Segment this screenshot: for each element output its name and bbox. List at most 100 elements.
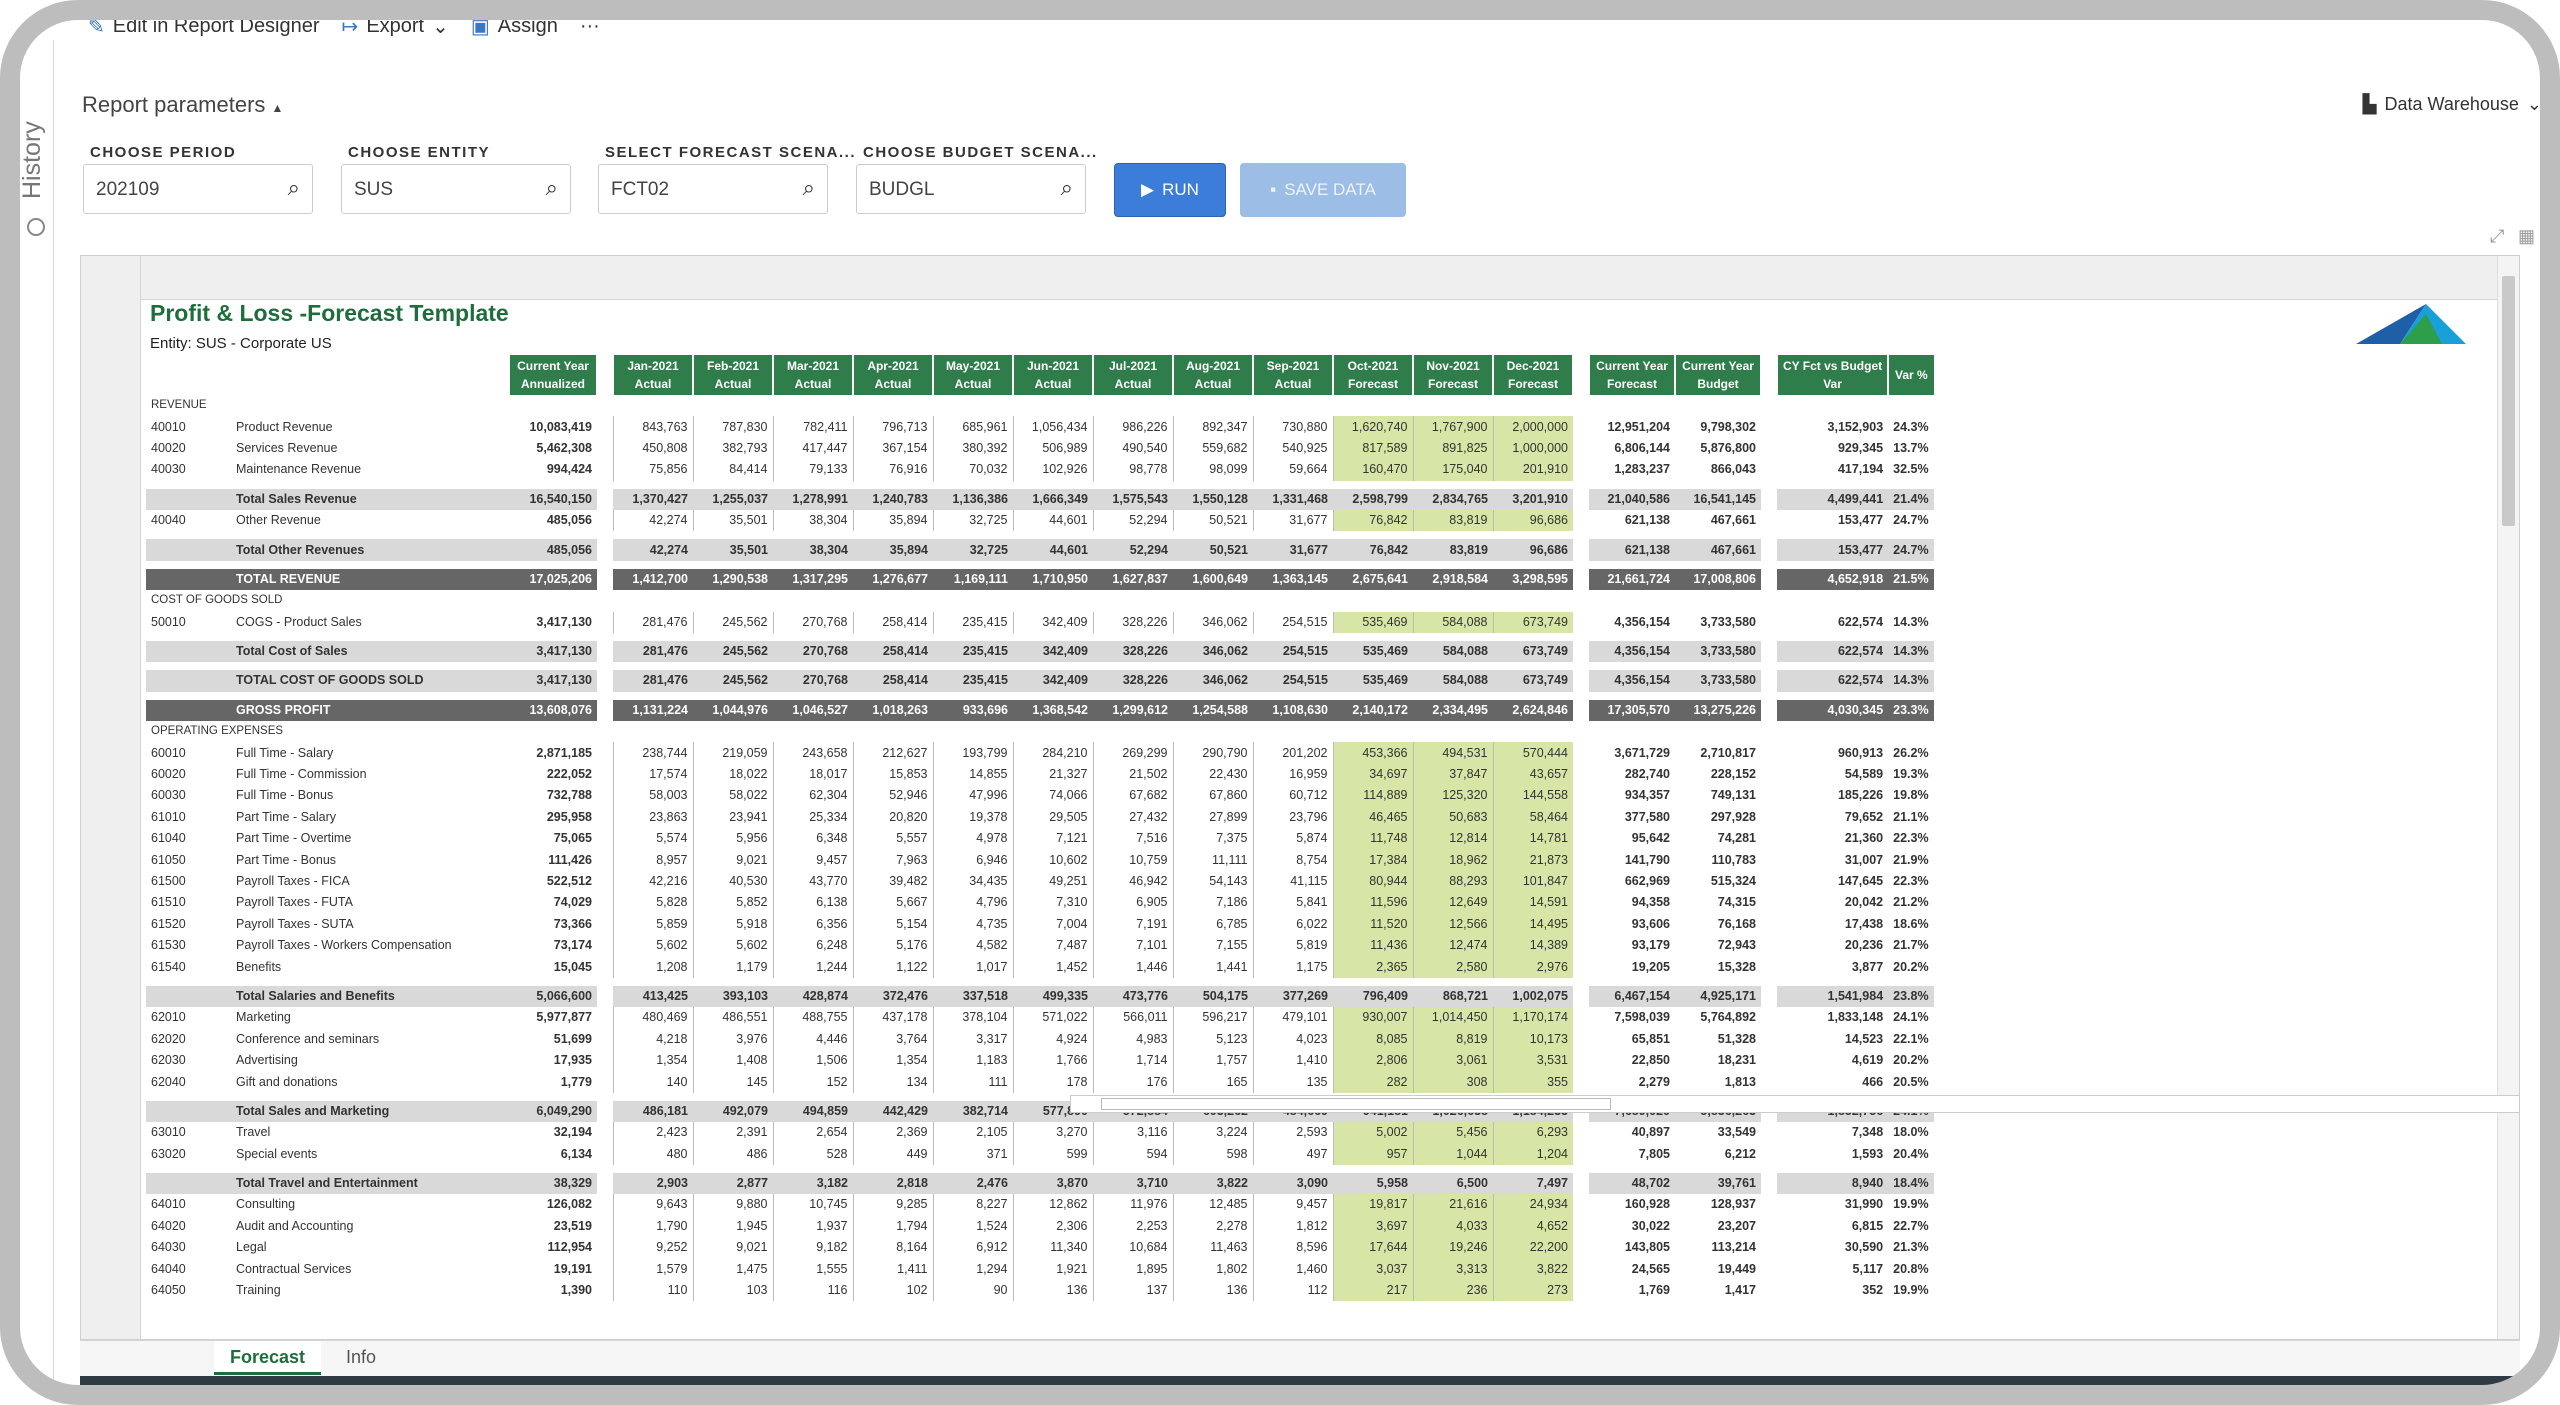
search-icon[interactable]: ⌕ — [1060, 175, 1073, 200]
value-cell: 1,790 — [612, 1215, 693, 1238]
value-cell: 891,825 — [1412, 437, 1493, 460]
column-gap — [1573, 1194, 1589, 1216]
history-panel[interactable]: History — [18, 40, 54, 1380]
value-cell: 7,497 — [1493, 1172, 1573, 1195]
value-cell: 6,293 — [1492, 1122, 1573, 1144]
value-cell: 1,757 — [1172, 1049, 1253, 1072]
account-cell: 63010 — [151, 1125, 186, 1140]
value-cell: 342,409 — [1013, 640, 1093, 663]
value-cell: 43,770 — [772, 870, 853, 893]
value-cell: 11,463 — [1172, 1237, 1253, 1259]
value-cell: 128,937 — [1710, 1197, 1756, 1212]
grid-icon[interactable]: ▦ — [2518, 226, 2536, 246]
column-gap — [597, 1028, 613, 1050]
value-cell: 9,643 — [612, 1194, 693, 1216]
value-cell: 74,029 — [553, 895, 592, 910]
value-cell: 12,649 — [1412, 892, 1493, 914]
spacer-cell — [146, 662, 1934, 670]
table-row: 61540 Benefits 15,045 1,208 1,179 1,244 1,122 1… — [146, 956, 1934, 978]
column-gap — [597, 934, 613, 957]
value-cell: 10,602 — [1012, 849, 1093, 871]
value-cell: 22,850 — [1631, 1053, 1670, 1068]
search-icon[interactable]: ⌕ — [545, 175, 558, 200]
value-cell: 1,122 — [852, 956, 933, 978]
value-cell: 497 — [1252, 1143, 1333, 1165]
horizontal-scrollbar[interactable] — [1070, 1095, 2520, 1113]
search-icon[interactable]: ⌕ — [802, 175, 815, 200]
expand-icon[interactable]: ⤢ — [2490, 226, 2505, 246]
value-cell: 67,860 — [1172, 785, 1253, 807]
value-cell: 245,562 — [692, 611, 773, 633]
value-cell: 2,334,495 — [1413, 699, 1493, 722]
column-gap — [1761, 1071, 1777, 1093]
value-cell: 6,806,144 — [1614, 440, 1670, 455]
assign-label: Assign — [497, 14, 558, 37]
table-row: 61510 Payroll Taxes - FUTA 74,029 5,828 5,85… — [146, 892, 1934, 914]
tab-forecast[interactable]: Forecast — [214, 1341, 322, 1375]
account-cell: 62040 — [151, 1074, 186, 1089]
value-cell: 12,814 — [1412, 828, 1493, 850]
value-cell: 1,108,630 — [1253, 699, 1333, 722]
value-cell: 31,677 — [1252, 509, 1333, 532]
entity-field[interactable]: SUS ⌕ — [341, 164, 571, 214]
assign-button[interactable]: ▣ Assign — [471, 14, 558, 39]
account-cell: 63020 — [151, 1146, 186, 1161]
value-cell: 30,022 — [1631, 1218, 1670, 1233]
value-cell: 4,925,171 — [1675, 985, 1761, 1008]
run-button[interactable]: ▶ RUN — [1114, 163, 1226, 217]
profit-loss-table: Current Year Annualized Jan-2021 Actual Feb-… — [145, 355, 1934, 1302]
value-cell: 17,935 — [553, 1053, 592, 1068]
value-cell: 371 — [932, 1143, 1013, 1165]
data-source-selector[interactable]: ▙ Data Warehouse ⌄ — [2363, 94, 2542, 115]
value-cell: 40,897 — [1631, 1125, 1670, 1140]
value-cell: 201,202 — [1252, 742, 1333, 764]
value-cell: 102 — [852, 1279, 933, 1302]
account-cell — [146, 1100, 231, 1123]
more-button[interactable]: ··· — [580, 15, 600, 38]
value-cell: 473,776 — [1093, 985, 1173, 1008]
column-gap — [597, 763, 613, 786]
value-cell: 1,136,386 — [933, 488, 1013, 510]
account-name: Special events — [236, 1146, 318, 1161]
value-cell: 1,290,538 — [693, 568, 773, 591]
value-cell: 136 — [1172, 1279, 1253, 1302]
value-cell: 17,305,570 — [1589, 699, 1675, 722]
value-cell: 84,414 — [692, 459, 773, 481]
account-cell: 64020 — [151, 1218, 186, 1233]
value-cell: 79,652 — [1844, 809, 1884, 824]
edit-button[interactable]: ✎ Edit in Report Designer — [88, 14, 320, 39]
value-cell: 5,819 — [1252, 934, 1333, 957]
value-cell: 1,627,837 — [1093, 568, 1173, 591]
value-cell: 2,818 — [853, 1172, 933, 1195]
value-cell: 19,817 — [1332, 1194, 1413, 1216]
period-field[interactable]: 202109 ⌕ — [83, 164, 313, 214]
value-cell: 5,852 — [692, 892, 773, 914]
value-cell: 44,601 — [1012, 509, 1093, 532]
column-gap — [597, 1237, 613, 1259]
vertical-scroll-thumb[interactable] — [2502, 276, 2515, 526]
value-cell: 6,348 — [772, 828, 853, 850]
forecast-scenario-field[interactable]: FCT02 ⌕ — [598, 164, 828, 214]
value-cell: 14,495 — [1492, 913, 1573, 935]
tab-info[interactable]: Info — [346, 1347, 377, 1367]
value-cell: 21.1% — [1893, 809, 1929, 824]
sheet-tabs: Forecast Info — [80, 1340, 2520, 1376]
value-cell: 3,531 — [1492, 1049, 1573, 1072]
budget-scenario-field[interactable]: BUDGL ⌕ — [856, 164, 1086, 214]
search-icon[interactable]: ⌕ — [287, 175, 300, 200]
horizontal-scroll-thumb[interactable] — [1101, 1098, 1611, 1110]
value-cell: 1,475 — [692, 1258, 773, 1280]
account-name: Total Sales and Marketing — [231, 1100, 509, 1123]
column-header-line1: Current Year — [1682, 359, 1754, 373]
report-parameters-toggle[interactable]: Report parameters ▲ — [82, 92, 283, 118]
save-data-button[interactable]: ▪ SAVE DATA — [1240, 163, 1406, 217]
column-gap — [597, 509, 613, 532]
vertical-scrollbar[interactable] — [2497, 256, 2519, 1339]
report-title: Profit & Loss -Forecast Template — [150, 300, 509, 326]
value-cell: 22,200 — [1492, 1237, 1573, 1259]
export-button[interactable]: ↦ Export ⌄ — [342, 14, 449, 39]
value-cell: 23.8% — [1888, 985, 1934, 1008]
history-label[interactable]: History — [18, 121, 46, 199]
value-cell: 34,697 — [1332, 763, 1413, 786]
value-cell: 5,176 — [852, 934, 933, 957]
